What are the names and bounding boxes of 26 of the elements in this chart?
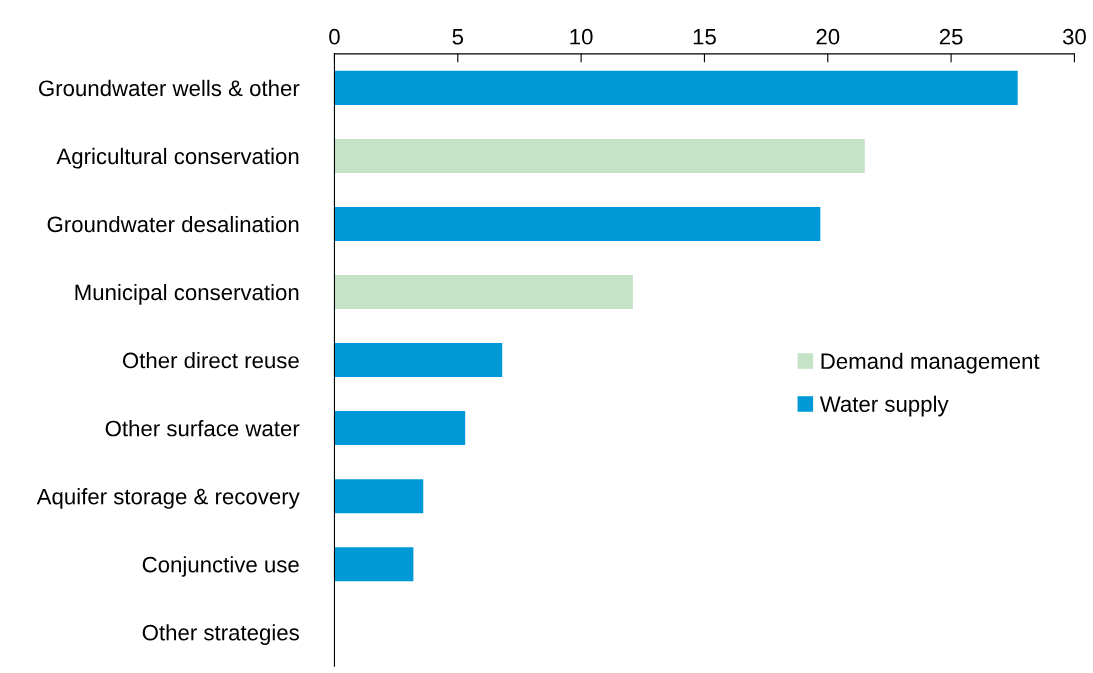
bar <box>334 479 424 514</box>
x-tick-label: 20 <box>816 28 840 45</box>
y-tick-label: Groundwater wells & other <box>39 79 300 97</box>
y-tick-label: Agricultural conservation <box>56 147 299 169</box>
bar <box>334 343 503 378</box>
bar <box>334 275 633 310</box>
y-tick-label: Other surface water <box>105 420 300 437</box>
x-tick-label: 10 <box>570 28 593 45</box>
y-tick-label: Conjunctive use <box>142 556 299 577</box>
x-tick-label: 25 <box>939 28 963 45</box>
y-tick-label: Municipal conservation <box>75 283 299 305</box>
x-tick-label: 15 <box>693 29 716 45</box>
bar <box>334 206 821 241</box>
x-tick-label: 5 <box>452 29 464 45</box>
legend-label: Demand management <box>821 352 1040 374</box>
bar <box>334 411 466 446</box>
bar <box>334 547 414 582</box>
bar <box>334 138 865 173</box>
y-tick-label: Groundwater desalination <box>47 215 299 233</box>
y-tick-label: Other direct reuse <box>122 352 299 369</box>
legend-label: Water supply <box>819 395 949 417</box>
y-tick-label: Other strategies <box>142 624 299 645</box>
bar <box>334 70 1018 105</box>
y-tick-label: Aquifer storage & recovery <box>36 488 300 509</box>
x-tick-label: 30 <box>1062 28 1086 45</box>
x-tick-label: 0 <box>329 28 340 45</box>
